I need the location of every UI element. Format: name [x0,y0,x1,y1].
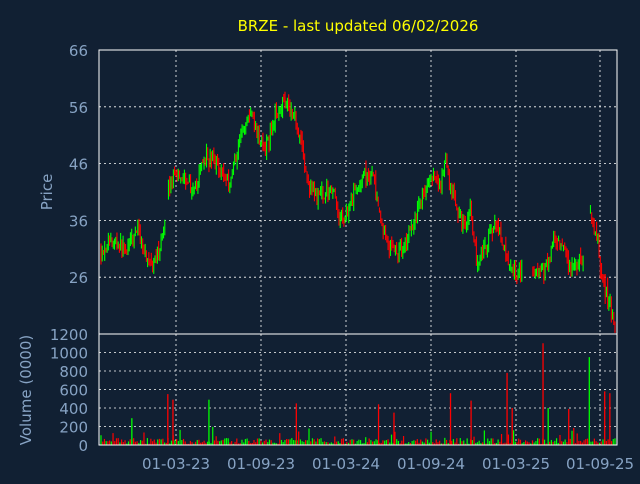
price-axis-label: Price [38,174,56,211]
volume-bars [100,343,616,445]
volume-grid [99,334,617,445]
price-tick-label: 56 [69,99,88,117]
volume-tick-label: 200 [59,419,88,437]
volume-tick-label: 800 [59,363,88,381]
price-tick-label: 46 [69,156,88,174]
volume-axis-label: Volume (0000) [17,335,35,445]
x-tick-label: 01-03-25 [482,455,550,473]
price-grid [99,49,617,334]
price-tick-label: 66 [69,42,88,60]
volume-plot-frame [98,333,618,446]
volume-tick-label: 600 [59,382,88,400]
price-tick-label: 26 [69,269,88,287]
x-tick-label: 01-09-23 [227,455,295,473]
volume-tick-label: 1000 [50,345,88,363]
volume-tick-label: 400 [59,400,88,418]
chart-title: BRZE - last updated 06/02/2026 [238,17,479,35]
price-tick-label: 1200 [50,326,88,344]
price-candles [100,91,616,333]
price-tick-label: 36 [69,212,88,230]
price-plot-frame [98,49,618,335]
x-tick-label: 01-03-24 [312,455,380,473]
volume-tick-label: 0 [78,437,88,455]
price-y-tick-labels: 66 56 46 36 26 1200 [50,42,88,344]
x-tick-label: 01-09-25 [566,455,634,473]
x-tick-labels: 01-03-23 01-09-23 01-03-24 01-09-24 01-03-25… [142,455,634,473]
x-tick-label: 01-09-24 [397,455,465,473]
x-tick-label: 01-03-23 [142,455,210,473]
